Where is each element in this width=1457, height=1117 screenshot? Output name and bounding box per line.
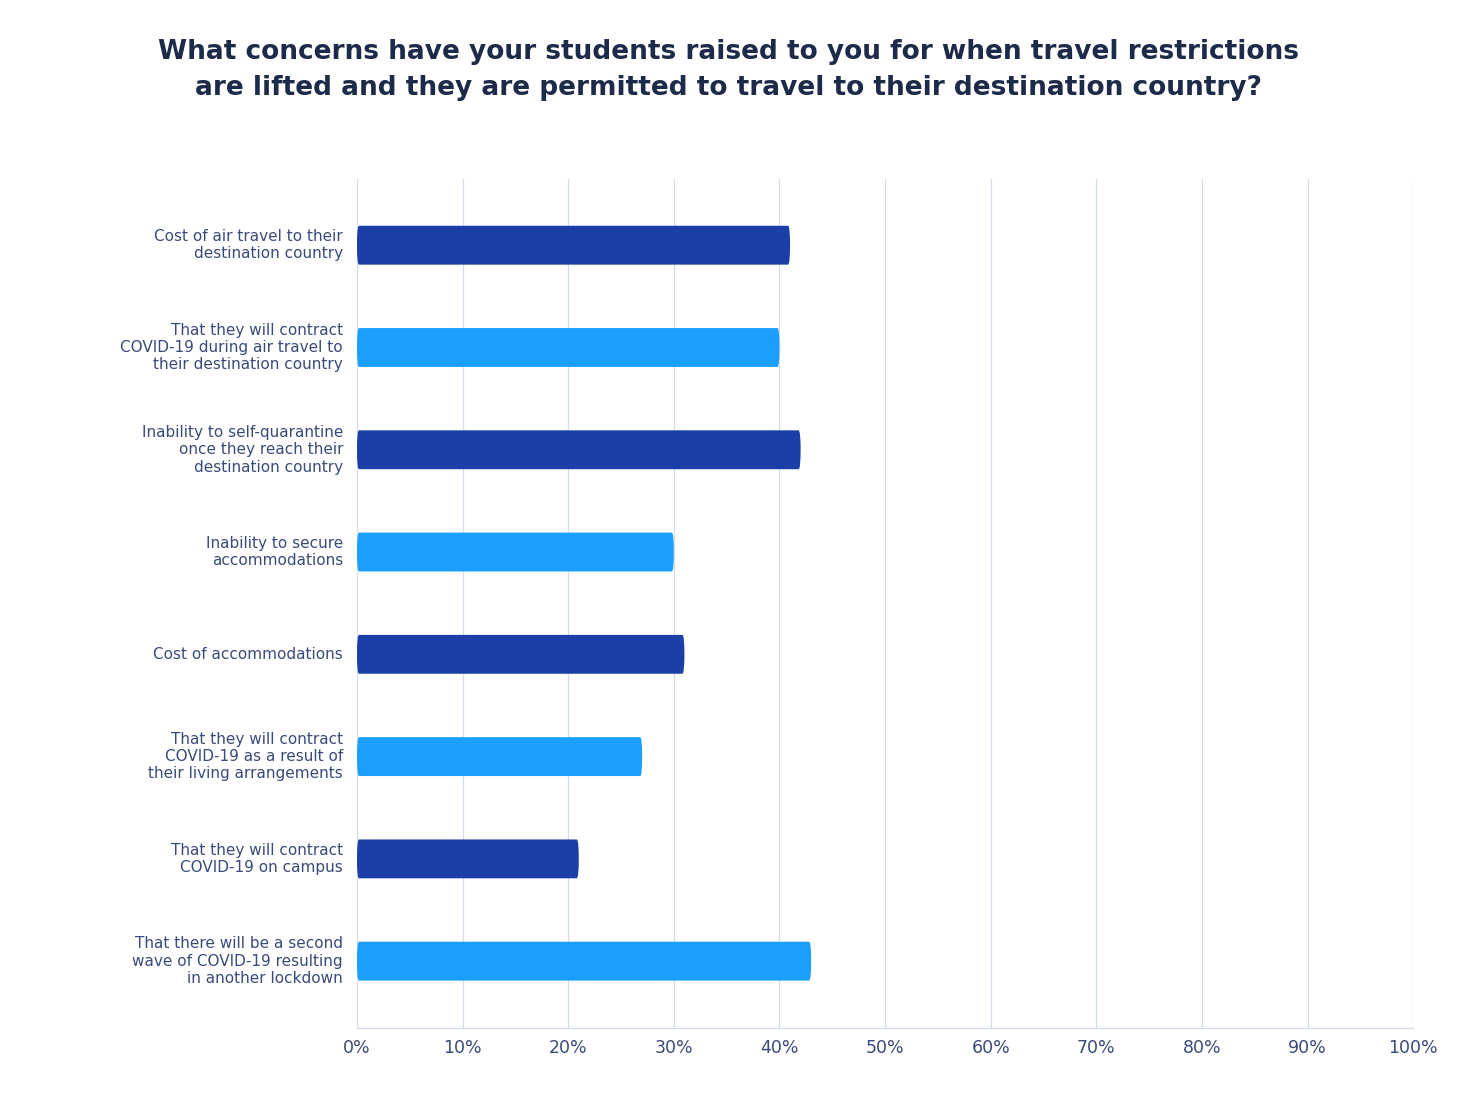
FancyBboxPatch shape xyxy=(357,430,801,469)
FancyBboxPatch shape xyxy=(357,328,779,366)
Text: What concerns have your students raised to you for when travel restrictions
are : What concerns have your students raised … xyxy=(157,38,1300,101)
FancyBboxPatch shape xyxy=(357,226,790,265)
FancyBboxPatch shape xyxy=(357,840,578,878)
FancyBboxPatch shape xyxy=(357,634,685,674)
FancyBboxPatch shape xyxy=(357,533,673,572)
FancyBboxPatch shape xyxy=(357,737,643,776)
FancyBboxPatch shape xyxy=(357,942,812,981)
